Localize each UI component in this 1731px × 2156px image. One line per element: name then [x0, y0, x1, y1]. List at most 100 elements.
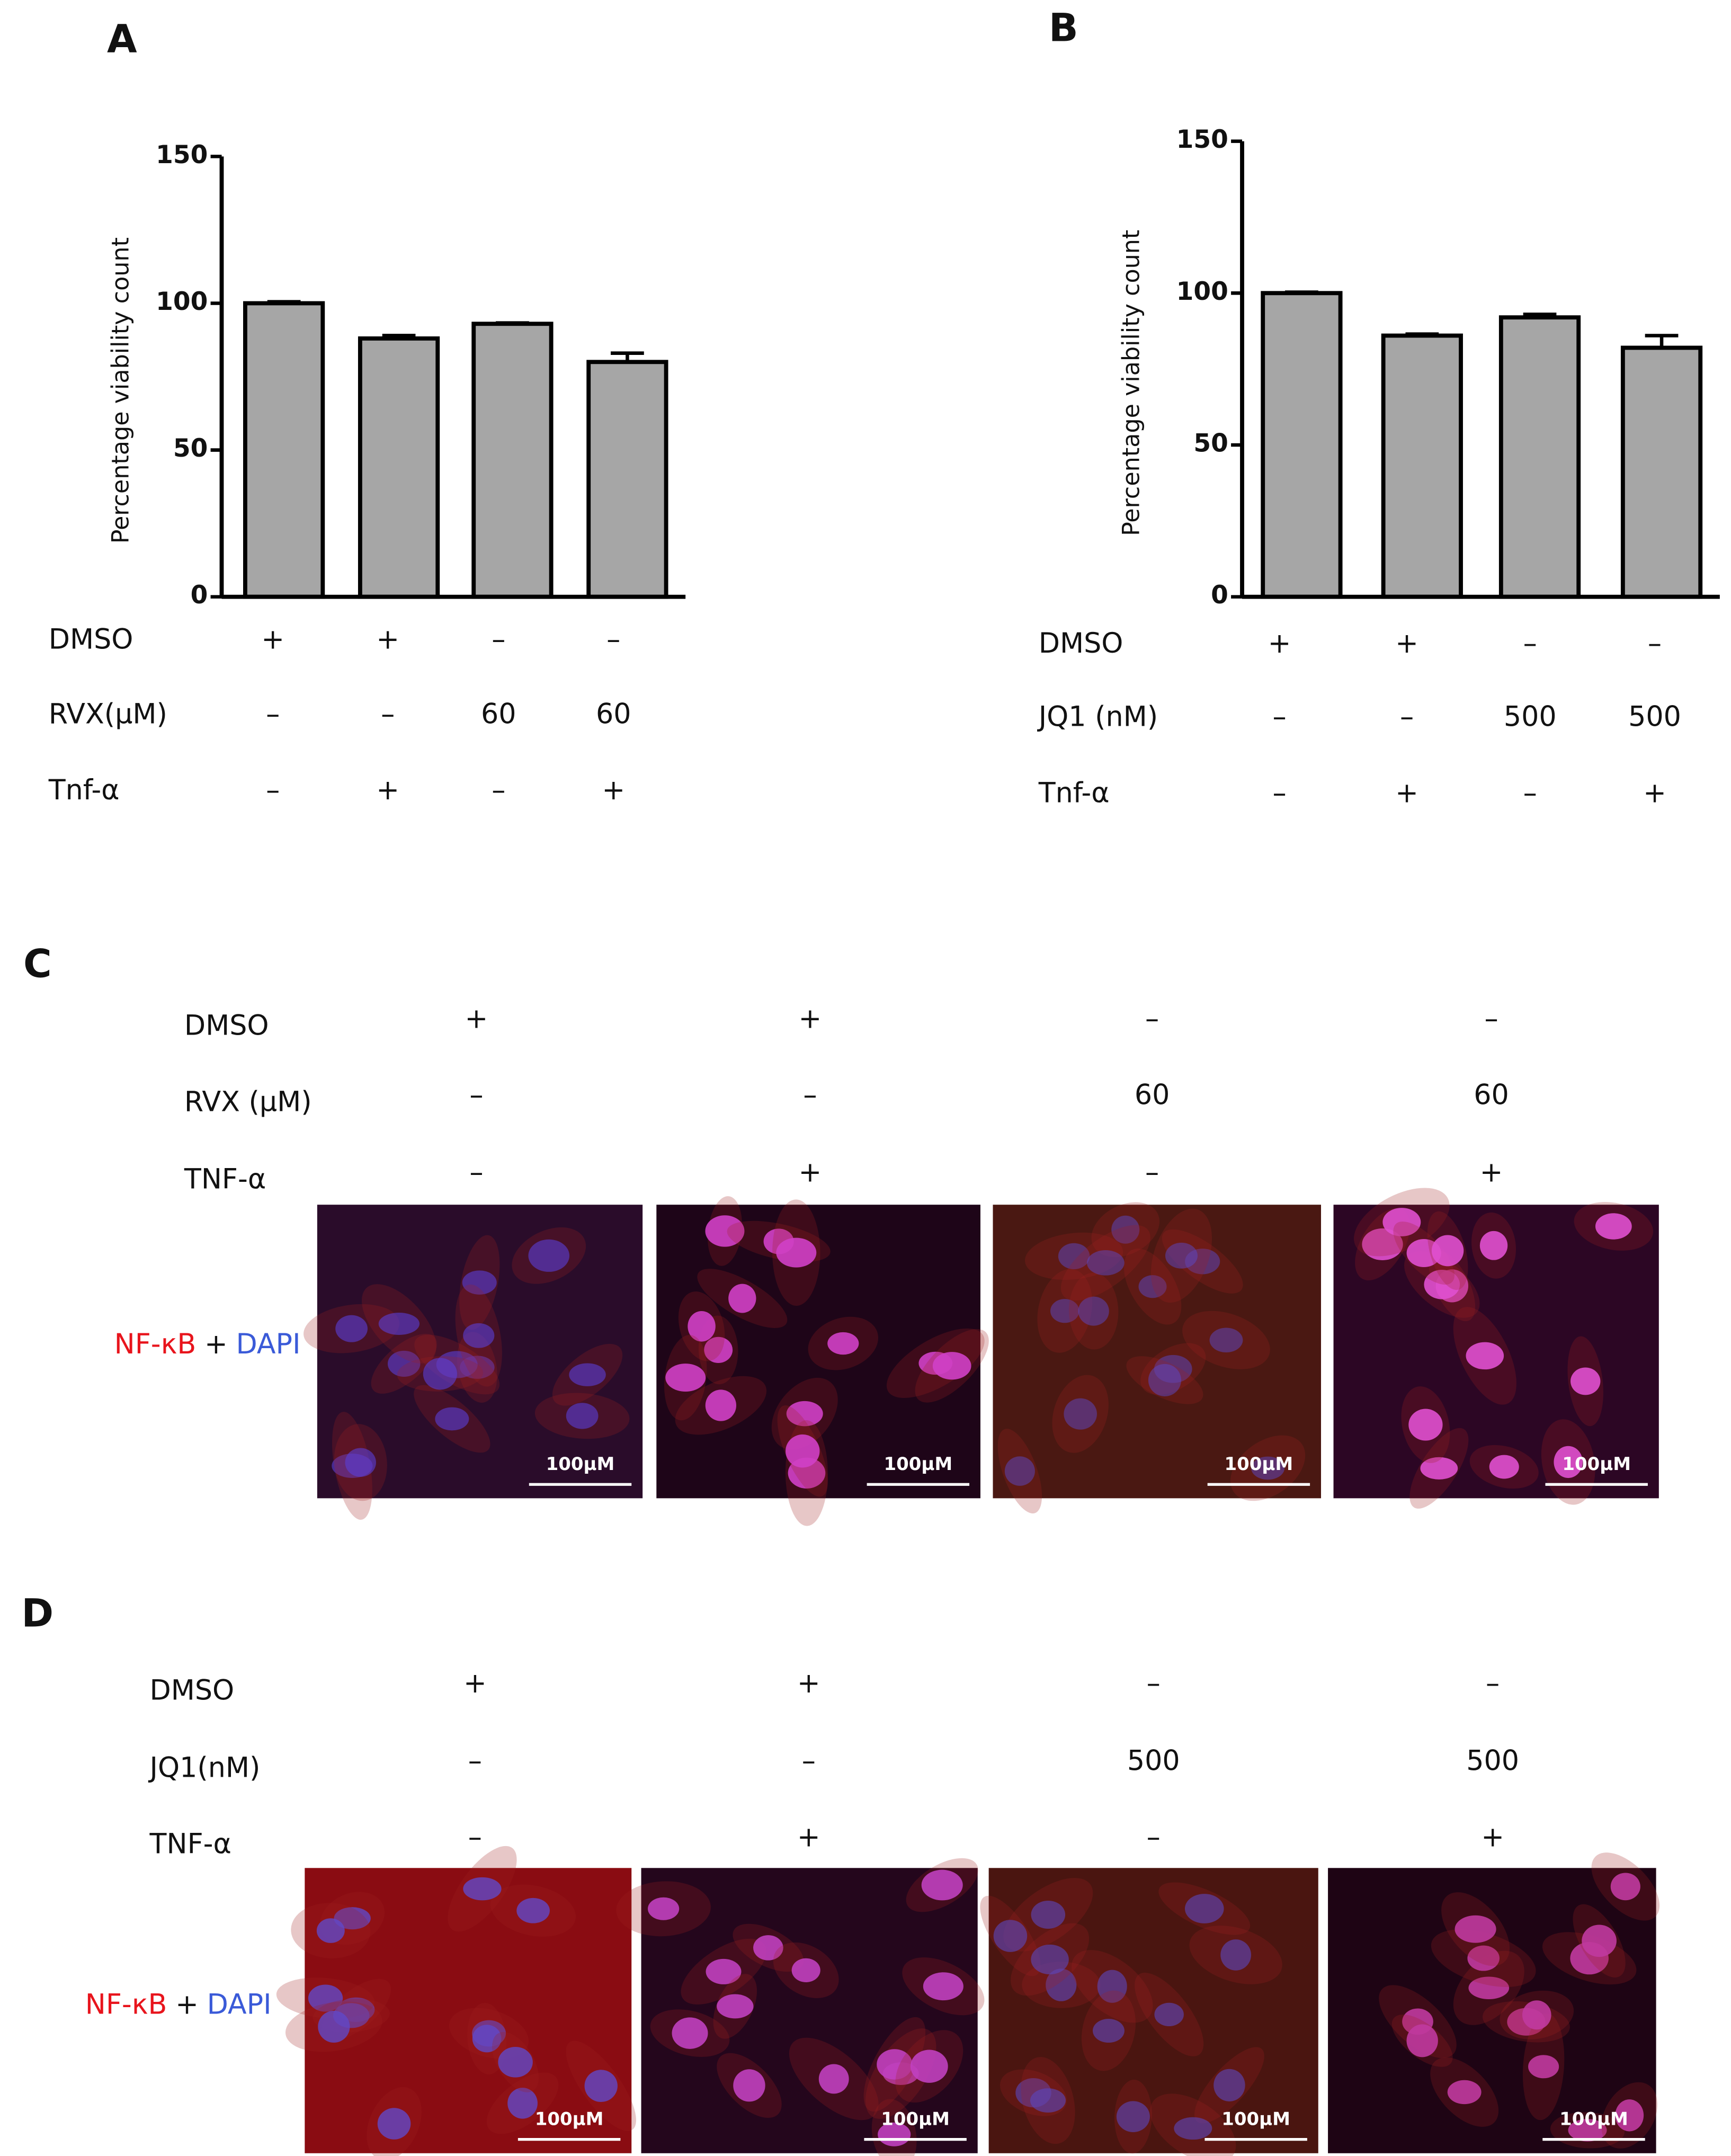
nucleus [1568, 2119, 1607, 2142]
y-tick-label: 100 [156, 287, 208, 316]
treatment-name: JQ1 (nM) [1037, 701, 1158, 733]
scale-bar-label: 100μM [1225, 1454, 1293, 1475]
nucleus [1447, 2080, 1482, 2105]
stain-legend: NF-κB + DAPI [85, 1989, 272, 2021]
nucleus [463, 1877, 502, 1901]
treatment-level: – [1145, 1156, 1159, 1189]
treatment-level: + [1268, 627, 1291, 660]
nucleus [786, 1434, 820, 1468]
nucleus [921, 1869, 963, 1901]
nucleus [387, 1350, 421, 1377]
treatment-level: + [376, 623, 399, 655]
nucleus [334, 1907, 371, 1930]
nucleus [462, 1270, 497, 1295]
nucleus [1466, 1342, 1504, 1370]
treatment-level: – [468, 1745, 482, 1777]
nucleus [877, 2049, 913, 2080]
bar [586, 360, 668, 599]
nucleus [1086, 1250, 1125, 1276]
micrograph-bg [1328, 1868, 1656, 2153]
micrograph: 100μM [980, 1868, 1318, 2156]
nucleus [316, 1918, 345, 1943]
nucleus [1424, 1269, 1460, 1299]
nucleus [1582, 1925, 1617, 1957]
treatment-level: 60 [1135, 1079, 1170, 1111]
nucleus [1154, 2002, 1184, 2027]
treatment-level: + [1480, 1156, 1503, 1189]
nucleus [1004, 1456, 1035, 1486]
nucleus [1138, 1275, 1167, 1298]
nucleus [705, 1389, 736, 1421]
nucleus [1522, 2000, 1551, 2030]
nucleus [463, 1323, 495, 1348]
y-axis-label: Percentage viability count [1118, 230, 1145, 536]
nucleus [1489, 1455, 1519, 1479]
bar [1381, 333, 1463, 599]
treatment-level: – [1484, 1003, 1498, 1035]
stain-label: DAPI [207, 1989, 272, 2021]
treatment-level: – [1273, 777, 1287, 809]
treatment-level: – [266, 698, 280, 730]
y-tick-label: 0 [1211, 581, 1228, 610]
nucleus [1528, 2055, 1559, 2079]
treatment-level: – [1486, 1667, 1500, 1699]
treatment-level: – [803, 1079, 817, 1111]
treatment-level: – [469, 1156, 483, 1189]
nucleus [516, 1897, 550, 1923]
micrograph: 100μM [276, 1846, 636, 2156]
treatment-level: – [1400, 701, 1414, 733]
treatment-level: 60 [596, 698, 631, 730]
bar [358, 336, 440, 599]
nucleus [1058, 1243, 1090, 1270]
nucleus [1554, 1446, 1583, 1478]
bar [1498, 315, 1581, 599]
treatment-level: + [799, 1003, 822, 1035]
nucleus [728, 1284, 756, 1313]
nucleus [377, 2108, 411, 2140]
nucleus [665, 1364, 706, 1392]
nucleus [1431, 1235, 1464, 1267]
nucleus [1165, 1242, 1198, 1269]
nucleus [1111, 1215, 1140, 1244]
nucleus [1595, 1213, 1632, 1240]
nucleus [584, 2070, 618, 2102]
treatment-level: + [1643, 777, 1666, 809]
nucleus [1382, 1208, 1421, 1236]
nucleus [345, 1448, 376, 1477]
nucleus [1116, 2101, 1150, 2132]
nucleus [566, 1403, 599, 1429]
nucleus [786, 1401, 823, 1427]
nucleus [1571, 1367, 1601, 1395]
nucleus [776, 1237, 817, 1268]
nucleus [1479, 1231, 1508, 1260]
treatment-name: RVX (μM) [184, 1085, 312, 1118]
nucleus [498, 2046, 533, 2078]
treatment-level: + [465, 1003, 488, 1035]
nucleus [1251, 1456, 1285, 1480]
nucleus [1406, 2024, 1438, 2057]
micrograph: 100μM [1328, 1852, 1660, 2153]
nucleus [1467, 1945, 1500, 1971]
nucleus [308, 1984, 343, 2012]
treatment-level: + [799, 1156, 822, 1189]
treatment-level: + [797, 1667, 820, 1699]
y-tick-label: 150 [156, 140, 208, 170]
nucleus [705, 1215, 745, 1247]
nucleus [818, 2064, 849, 2094]
scale-bar-label: 100μM [546, 1454, 615, 1475]
nucleus [1610, 1873, 1640, 1901]
treatment-level: – [1147, 1821, 1161, 1853]
treatment-level: + [602, 774, 625, 806]
treatment-level: – [468, 1821, 482, 1853]
y-tick-label: 50 [1193, 429, 1228, 458]
stain-label: + [204, 1328, 228, 1360]
treatment-level: – [606, 623, 620, 655]
nucleus [1148, 1364, 1182, 1396]
micrograph: 100μM [993, 1202, 1322, 1514]
treatment-level: – [469, 1079, 483, 1111]
treatment-level: + [797, 1821, 820, 1853]
treatment-name: DMSO [184, 1010, 269, 1042]
nucleus [378, 1312, 420, 1335]
nucleus [1455, 1915, 1496, 1943]
nucleus [1214, 2069, 1245, 2101]
